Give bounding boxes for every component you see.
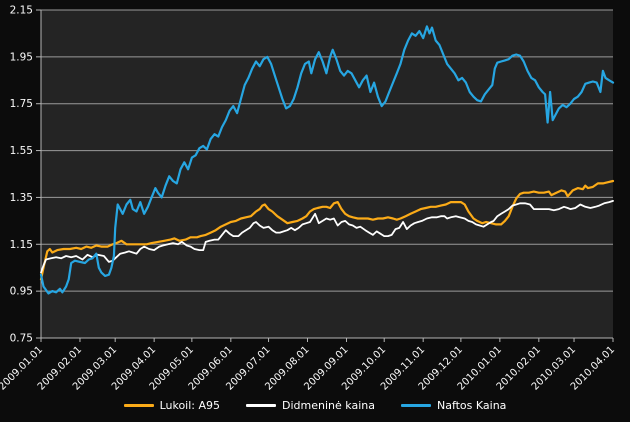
legend-line-swatch-orange (123, 403, 154, 407)
legend-item-didmenine-kaina[interactable]: Didmeninė kaina (246, 400, 375, 411)
legend-item-lukoil-a95[interactable]: Lukoil: A95 (123, 398, 221, 412)
y-axis-label: 0.95 (10, 286, 33, 298)
y-axis-label: 1.15 (10, 239, 33, 251)
legend-item-naftos-kaina[interactable]: Naftos Kaina (400, 398, 507, 412)
legend-label: Naftos Kaina (436, 398, 507, 412)
y-axis-label: 1.95 (10, 51, 33, 63)
y-axis-label: 1.55 (10, 145, 33, 157)
y-axis-label: 1.75 (10, 98, 33, 110)
plot-area (41, 10, 613, 338)
y-axis-label: 2.15 (10, 5, 33, 17)
legend-line-swatch-blue (400, 403, 431, 407)
legend-line-swatch-white (246, 403, 277, 407)
legend-label: Didmeninė kaina (282, 398, 375, 412)
legend-label: Lukoil: A95 (159, 398, 221, 412)
series-line-didmenin-kaina (40, 199, 614, 274)
series-line-naftos-kaina (39, 25, 615, 295)
y-axis-label: 1.35 (10, 192, 33, 204)
series-line-lukoil-a95 (39, 179, 615, 281)
y-axis-label: 0.75 (10, 333, 33, 345)
chart-legend: Lukoil: A95 Didmeninė kaina Naftos Kaina (0, 394, 630, 416)
